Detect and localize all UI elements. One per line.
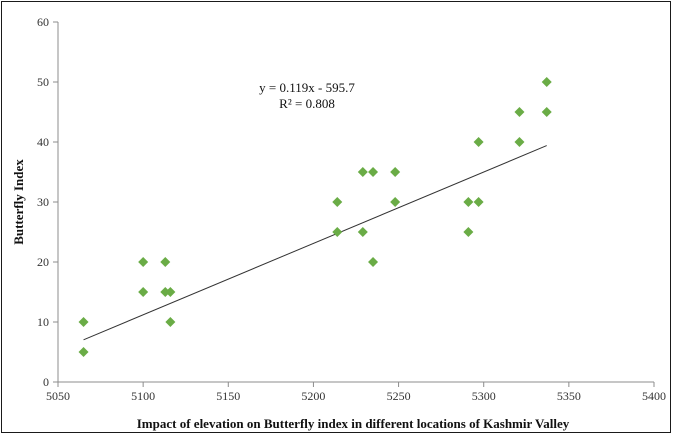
data-point xyxy=(138,287,149,297)
axes xyxy=(57,22,654,383)
x-tick-label: 5200 xyxy=(301,389,325,403)
x-tick-label: 5250 xyxy=(387,389,411,403)
data-points xyxy=(78,77,552,357)
data-point xyxy=(357,167,368,177)
trendline-equation: y = 0.119x - 595.7 xyxy=(259,80,355,95)
x-axis-label: Impact of elevation on Butterfly index i… xyxy=(137,416,570,431)
data-point xyxy=(165,317,176,327)
data-point xyxy=(514,137,525,147)
trendline xyxy=(83,145,547,341)
x-tick-label: 5350 xyxy=(557,389,581,403)
data-point xyxy=(368,167,379,177)
x-tick-label: 5050 xyxy=(46,389,70,403)
x-tick-label: 5400 xyxy=(642,389,666,403)
y-tick-label: 50 xyxy=(37,75,49,89)
data-point xyxy=(78,317,89,327)
data-point xyxy=(541,107,552,117)
x-tick-label: 5100 xyxy=(131,389,155,403)
data-point xyxy=(463,197,474,207)
y-tick-label: 60 xyxy=(37,15,49,29)
y-tick-label: 0 xyxy=(43,375,49,389)
y-tick-label: 20 xyxy=(37,255,49,269)
data-point xyxy=(463,227,474,237)
data-point xyxy=(514,107,525,117)
data-point xyxy=(332,227,343,237)
data-point xyxy=(357,227,368,237)
data-point xyxy=(78,347,89,357)
data-point xyxy=(332,197,343,207)
data-point xyxy=(138,257,149,267)
data-point xyxy=(390,167,401,177)
data-point xyxy=(541,77,552,87)
data-point xyxy=(390,197,401,207)
x-tick-label: 5300 xyxy=(472,389,496,403)
y-axis-label: Butterfly Index xyxy=(11,159,26,245)
y-ticks: 0 10 20 30 40 50 60 xyxy=(37,15,58,389)
y-tick-label: 10 xyxy=(37,315,49,329)
data-point xyxy=(160,257,171,267)
y-tick-label: 40 xyxy=(37,135,49,149)
data-point xyxy=(165,287,176,297)
data-point xyxy=(473,137,484,147)
data-point xyxy=(473,197,484,207)
x-ticks: 5050 5100 5150 5200 5250 5300 5350 5400 xyxy=(46,382,666,403)
y-tick-label: 30 xyxy=(37,195,49,209)
x-tick-label: 5150 xyxy=(216,389,240,403)
data-point xyxy=(368,257,379,267)
trendline-r-squared: R² = 0.808 xyxy=(279,96,335,111)
data-point xyxy=(160,287,171,297)
